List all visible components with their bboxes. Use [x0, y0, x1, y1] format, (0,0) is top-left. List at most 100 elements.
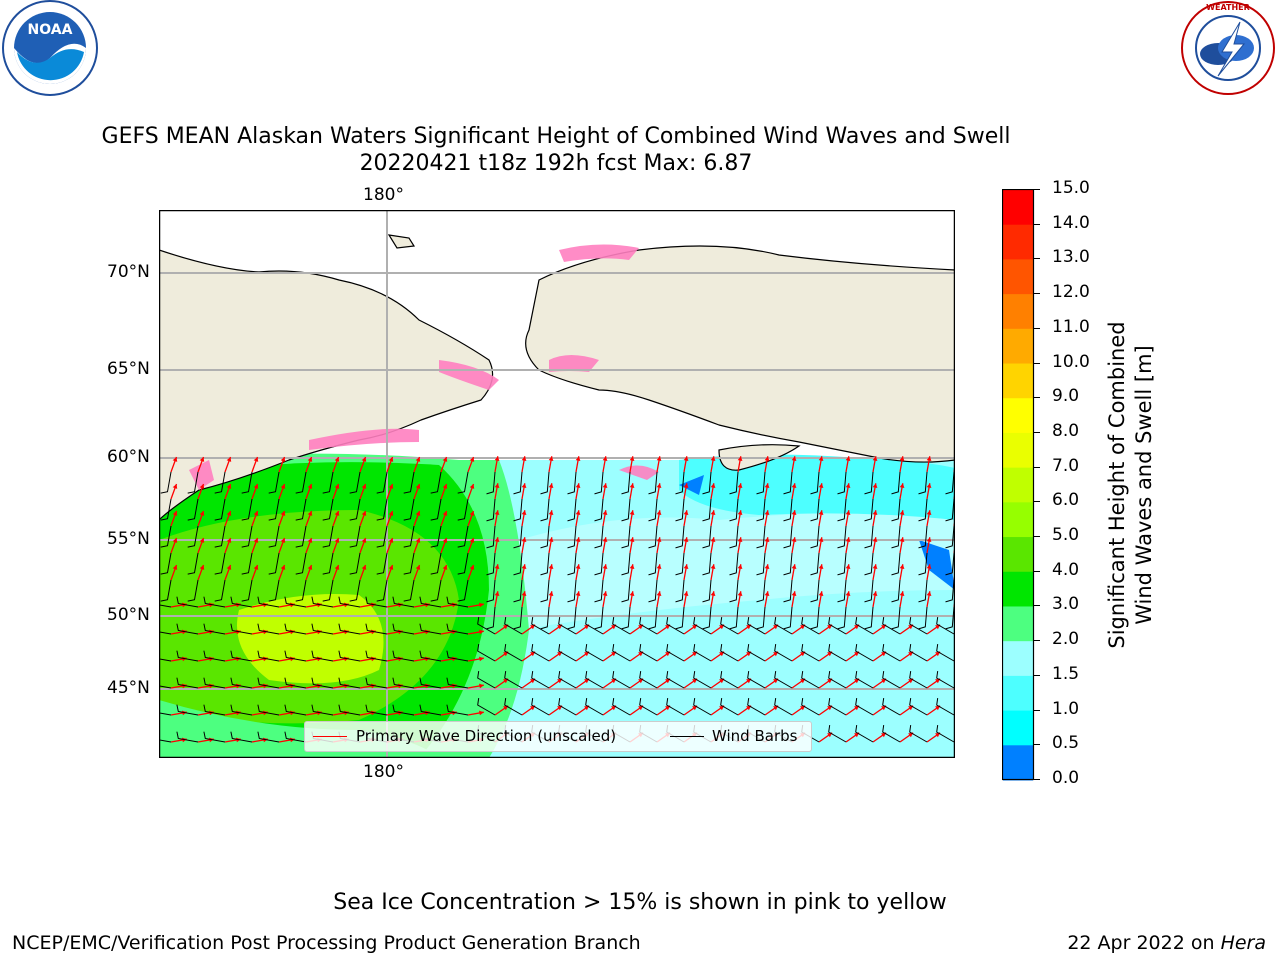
wind-barb	[477, 617, 496, 635]
wind-barb	[230, 677, 253, 689]
wind-barb	[882, 617, 901, 635]
wind-barb	[311, 596, 334, 608]
wind-barb	[392, 623, 415, 635]
wave-direction-arrowhead	[611, 678, 617, 684]
wind-barb	[567, 579, 577, 603]
wave-direction-arrowhead	[388, 484, 394, 489]
colorbar-tick-label: 10.0	[1052, 351, 1090, 372]
wind-barb	[720, 617, 739, 635]
wind-barb	[486, 498, 496, 522]
colorbar-tick-label: 3.0	[1052, 594, 1080, 615]
wave-direction-arrowhead	[442, 457, 448, 462]
map-legend: Primary Wave Direction (unscaled) Wind B…	[304, 721, 812, 752]
wind-barb	[349, 525, 361, 548]
wind-barb	[639, 671, 658, 689]
wave-direction-arrowhead	[926, 456, 932, 461]
colorbar-tick	[1034, 501, 1040, 503]
wave-direction-arrowhead	[926, 537, 932, 542]
wave-direction-arrowhead	[899, 564, 905, 569]
wave-direction-arrowhead	[854, 678, 860, 684]
wind-barb	[268, 579, 280, 602]
colorbar-tick-label: 7.0	[1052, 455, 1080, 476]
wind-barb	[513, 525, 523, 549]
colorbar-tick	[1034, 605, 1040, 607]
wave-direction-arrowhead	[575, 510, 581, 515]
wind-barb	[214, 525, 226, 548]
wind-barb	[612, 644, 631, 662]
noaa-logo-text: NOAA	[28, 22, 73, 38]
wave-direction-arrowhead	[584, 624, 590, 630]
wind-barb	[882, 644, 901, 662]
wind-barb	[214, 579, 226, 602]
wave-direction-arrowhead	[521, 456, 527, 461]
wave-direction-arrowhead	[656, 537, 662, 542]
wave-direction-arrowhead	[683, 510, 689, 515]
wave-height-field	[159, 453, 955, 758]
wave-direction-arrowhead	[935, 651, 941, 657]
wind-barb	[567, 471, 577, 495]
wind-barb	[160, 471, 172, 494]
wind-barb	[513, 579, 523, 603]
svg-text:WEATHER: WEATHER	[1206, 3, 1250, 12]
wave-direction-arrowhead	[494, 591, 500, 596]
colorbar-tick	[1034, 258, 1040, 260]
colorbar-swatch	[1003, 259, 1033, 295]
wave-direction-arrowhead	[665, 705, 671, 711]
wave-direction-arrowhead	[442, 538, 448, 543]
wave-direction-arrowhead	[764, 456, 770, 461]
wave-direction-arrowhead	[899, 510, 905, 515]
wind-barb	[430, 498, 442, 521]
wind-barb	[230, 731, 253, 743]
wind-barb	[338, 623, 361, 635]
wind-barb	[837, 498, 847, 522]
wind-barb	[909, 671, 928, 689]
wave-direction-arrowhead	[172, 484, 178, 489]
wave-direction-arrowhead	[656, 456, 662, 461]
wind-barb	[187, 552, 199, 575]
wave-direction-arrowhead	[307, 538, 313, 543]
colorbar-swatch	[1003, 467, 1033, 503]
colorbar-swatch	[1003, 675, 1033, 712]
wave-direction-arrowhead	[719, 624, 725, 630]
wind-barb	[585, 698, 604, 716]
wave-direction-arrowhead	[253, 511, 259, 516]
wave-direction-arrowhead	[575, 483, 581, 488]
wind-barb	[756, 498, 766, 522]
wind-barb	[403, 552, 415, 575]
wind-barb	[268, 498, 280, 521]
wave-direction-arrowhead	[791, 510, 797, 515]
wind-barb	[284, 650, 307, 662]
colorbar-swatch	[1003, 432, 1033, 469]
wave-direction-arrowhead	[845, 537, 851, 542]
wind-barb	[936, 644, 955, 662]
wind-barb	[675, 471, 685, 495]
wind-barb	[284, 623, 307, 635]
wind-barb	[486, 525, 496, 549]
wind-barb	[187, 471, 199, 494]
wave-direction-arrowhead	[361, 511, 367, 516]
wave-direction-arrowhead	[818, 537, 824, 542]
wind-barb	[311, 623, 334, 635]
wind-barb	[403, 579, 415, 602]
wave-direction-arrowhead	[388, 511, 394, 516]
lon-label-bottom: 180°	[363, 762, 404, 782]
wind-barb	[891, 525, 901, 549]
wind-barb	[702, 471, 712, 495]
wind-barb	[295, 525, 307, 548]
chart-title-line1: GEFS MEAN Alaskan Waters Significant Hei…	[101, 124, 1011, 149]
wave-direction-arrowhead	[479, 710, 484, 716]
wind-barb	[230, 650, 253, 662]
wave-direction-arrowhead	[172, 457, 178, 462]
wave-direction-arrowhead	[334, 511, 340, 516]
land-alaska	[525, 245, 955, 463]
map-panel	[159, 210, 955, 758]
wind-barb	[338, 677, 361, 689]
wind-barb	[540, 525, 550, 549]
wind-barb	[837, 606, 847, 630]
wave-direction-arrowhead	[719, 705, 725, 711]
wave-direction-arrowhead	[881, 732, 887, 738]
wave-direction-arrowhead	[710, 456, 716, 461]
wave-direction-arrowhead	[469, 457, 475, 462]
wave-direction-arrowhead	[602, 564, 608, 569]
wave-direction-arrowhead	[494, 510, 500, 515]
